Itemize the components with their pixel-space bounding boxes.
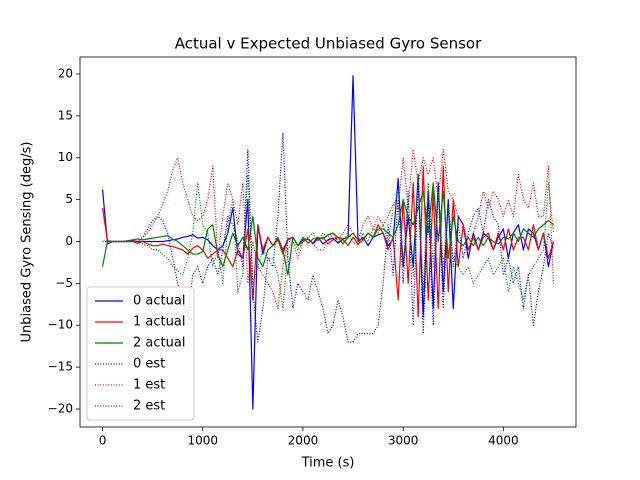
chart-title: Actual v Expected Unbiased Gyro Sensor [175, 35, 482, 53]
y-tick-label: 0 [65, 234, 73, 248]
series-line [101, 165, 555, 318]
y-tick-label: 5 [65, 192, 73, 206]
plot-frame [79, 56, 577, 428]
x-tick-label: 2000 [288, 434, 319, 448]
y-tick-label: −5 [55, 276, 73, 290]
y-tick-label: 10 [58, 150, 73, 164]
legend-label: 2 actual [133, 336, 185, 351]
x-tick-label: 3000 [388, 434, 419, 448]
legend-label: 0 actual [133, 294, 185, 309]
x-tick-label: 0 [99, 434, 107, 448]
y-tick-label: −10 [48, 318, 73, 332]
legend-label: 1 est [133, 378, 165, 393]
y-tick-label: −20 [48, 401, 73, 415]
legend-box [86, 286, 195, 421]
x-tick-label: 1000 [187, 434, 218, 448]
x-axis-label: Time (s) [301, 456, 355, 471]
y-tick-label: −15 [48, 360, 73, 374]
legend-label: 1 actual [133, 315, 185, 330]
y-tick-label: 20 [58, 67, 73, 81]
y-axis-label: Unbiased Gyro Sensing (deg/s) [20, 142, 35, 343]
legend-label: 2 est [133, 399, 165, 414]
legend-label: 0 est [133, 357, 165, 372]
series-line [101, 182, 554, 276]
y-tick-label: 15 [58, 108, 73, 122]
x-tick-label: 4000 [488, 434, 519, 448]
